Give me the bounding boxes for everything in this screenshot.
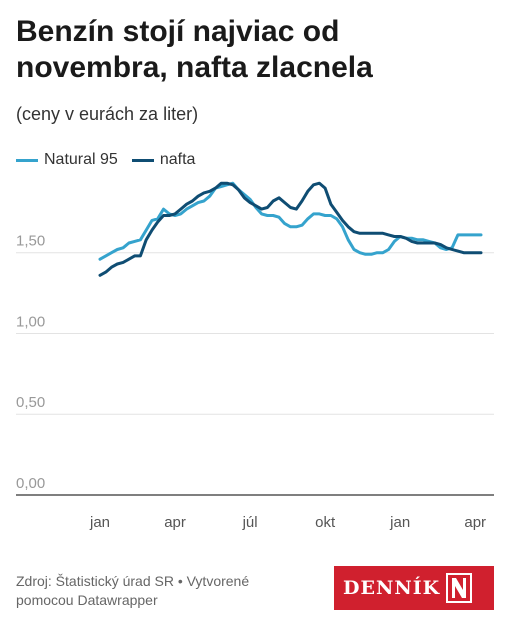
legend-swatch-nafta — [131, 158, 154, 162]
n-mark-icon — [452, 578, 467, 598]
legend-swatch-natural95 — [16, 158, 38, 162]
chart-legend: Natural 95 nafta — [16, 151, 209, 169]
series-line-nafta — [98, 181, 483, 277]
legend-item-natural95: Natural 95 — [16, 151, 118, 169]
y-tick-label: 1,00 — [16, 313, 45, 330]
x-tick-label: jan — [89, 514, 110, 531]
source-note: Zdroj: Štatistický úrad SR • Vytvorené p… — [16, 573, 250, 608]
x-tick-label: okt — [315, 514, 336, 531]
x-tick-label: apr — [464, 514, 486, 531]
logo-n-mark — [446, 573, 473, 603]
logo-wordmark: DENNÍK — [343, 577, 441, 599]
x-tick-label: apr — [164, 514, 186, 531]
x-tick-label: jan — [389, 514, 410, 531]
chart-subtitle: (ceny v eurách za liter) — [16, 104, 199, 124]
legend-label-nafta: nafta — [159, 151, 196, 168]
legend-label-natural95: Natural 95 — [44, 151, 118, 168]
y-tick-label: 1,50 — [16, 233, 45, 250]
dennik-n-logo[interactable]: DENNÍK — [334, 566, 494, 610]
line-chart: 0,00 0,50 1,00 1,50 jan apr júl okt jan apr — [16, 181, 494, 531]
legend-item-nafta: nafta — [131, 151, 196, 169]
chart-title: Benzín stojí najviac od novembra, nafta … — [16, 15, 373, 84]
x-tick-label: júl — [242, 514, 258, 531]
y-tick-label: 0,00 — [16, 475, 45, 492]
series-line-natural-95 — [98, 181, 483, 261]
y-tick-label: 0,50 — [16, 394, 45, 411]
